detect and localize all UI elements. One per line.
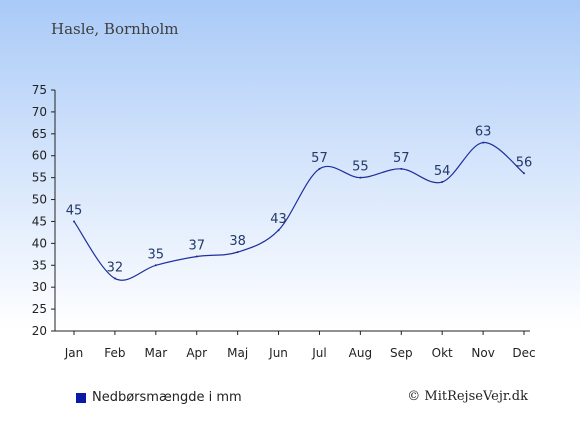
data-label: 38 (229, 234, 246, 249)
data-label: 37 (188, 239, 205, 254)
x-tick-label: Aug (349, 346, 372, 360)
data-point (277, 229, 280, 232)
y-tick-label: 25 (32, 302, 47, 316)
y-tick-label: 40 (32, 236, 47, 250)
data-label: 54 (434, 164, 451, 179)
x-tick-label: Sep (390, 346, 413, 360)
y-tick-label: 55 (32, 171, 47, 185)
chart-axes: 20 25 30 35 40 45 50 55 60 65 70 75 Jan Feb Mar Apr Maj J… (32, 83, 536, 360)
data-point (523, 172, 525, 175)
data-label: 35 (148, 247, 165, 262)
x-tick-label: Feb (104, 346, 125, 360)
y-tick-label: 60 (32, 149, 47, 163)
data-point (236, 251, 239, 254)
legend-label: Nedbørsmængde i mm (92, 390, 242, 405)
data-point (359, 176, 362, 179)
y-tick-label: 70 (32, 105, 47, 119)
data-point (73, 220, 75, 223)
data-label: 43 (270, 212, 287, 227)
data-label: 55 (352, 160, 369, 175)
data-point (195, 255, 198, 258)
data-label: 45 (66, 203, 83, 218)
x-tick-label: Apr (186, 346, 207, 360)
data-point (441, 181, 444, 184)
x-tick-label: Mar (144, 346, 167, 360)
y-tick-label: 65 (32, 127, 47, 141)
y-tick-label: 75 (32, 83, 47, 97)
data-label: 57 (311, 151, 328, 166)
x-tick-label: Maj (227, 346, 248, 360)
x-tick-label: Jul (311, 346, 326, 360)
x-tick-label: Okt (432, 346, 453, 360)
data-label: 63 (475, 125, 492, 140)
data-label: 32 (107, 260, 124, 275)
data-point (318, 167, 321, 170)
x-tick-label: Jun (268, 346, 288, 360)
chart-marks: 45 32 35 37 38 43 57 55 57 54 63 56 (66, 125, 533, 281)
x-tick-label: Jan (64, 346, 84, 360)
y-tick-label: 20 (32, 324, 47, 338)
data-label: 57 (393, 151, 410, 166)
chart-legend: Nedbørsmængde i mm (76, 390, 242, 405)
data-point (400, 167, 403, 170)
y-tick-label: 35 (32, 258, 47, 272)
x-tick-label: Dec (512, 346, 535, 360)
series-line-precipitation (73, 141, 525, 281)
y-tick-label: 30 (32, 280, 47, 294)
chart-title: Hasle, Bornholm (51, 20, 179, 38)
copyright-text: © MitRejseVejr.dk (407, 389, 528, 404)
y-tick-label: 50 (32, 193, 47, 207)
y-tick-label: 45 (32, 214, 47, 228)
data-point (113, 277, 116, 280)
data-point (482, 141, 485, 144)
data-label: 56 (516, 155, 533, 170)
data-point (154, 264, 157, 267)
legend-swatch (76, 392, 86, 403)
x-tick-label: Nov (471, 346, 494, 360)
